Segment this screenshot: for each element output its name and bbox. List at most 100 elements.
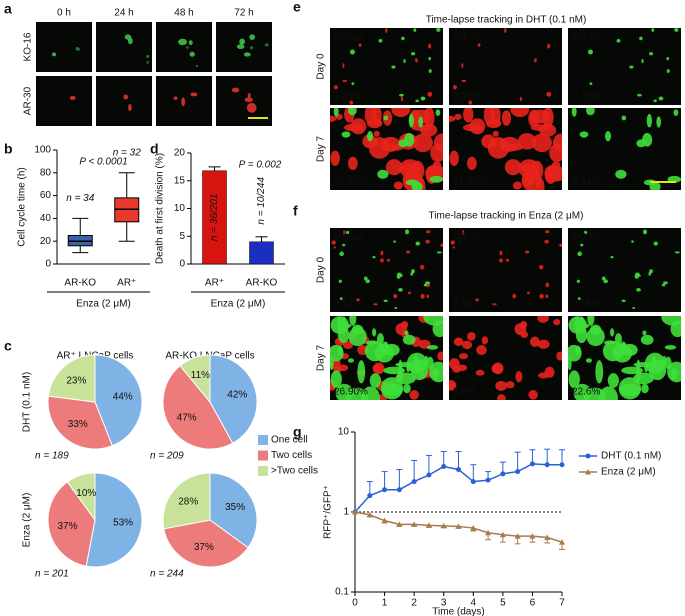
- panel-label: g: [293, 424, 302, 440]
- legend-marker: [585, 469, 591, 475]
- cell: [605, 131, 612, 142]
- micrograph-content: [452, 28, 552, 105]
- y-tick-label: 60: [40, 190, 52, 201]
- percentage-label: 26.90%: [334, 387, 368, 398]
- micrograph-content: [576, 229, 680, 309]
- cell: [437, 351, 443, 361]
- cell: [428, 69, 432, 73]
- cell: [528, 389, 538, 400]
- micrograph-content: [124, 34, 150, 64]
- cell: [415, 58, 418, 63]
- cell: [430, 143, 443, 163]
- cell: [454, 113, 462, 120]
- cell: [461, 340, 473, 350]
- cell: [574, 316, 580, 333]
- cell: [343, 230, 346, 235]
- x-tick-label: 2: [411, 598, 417, 609]
- cell: [640, 334, 654, 345]
- legend-label: Enza (2 μM): [601, 467, 656, 478]
- cell: [642, 229, 648, 235]
- pie-slice: [179, 354, 211, 404]
- marker: [470, 479, 476, 485]
- cell: [351, 82, 355, 86]
- cell: [330, 344, 344, 362]
- cell: [380, 258, 384, 263]
- micrograph-content: [449, 316, 562, 400]
- cell: [413, 133, 433, 153]
- cell: [517, 133, 537, 150]
- row-label: KO-16: [23, 32, 34, 61]
- cell: [128, 103, 132, 112]
- pie-slice: [162, 365, 234, 450]
- cell: [393, 240, 396, 243]
- cell: [545, 294, 549, 299]
- cell: [426, 294, 430, 299]
- cell: [491, 364, 498, 373]
- cell: [342, 63, 345, 69]
- cell: [534, 58, 537, 63]
- cell: [499, 250, 503, 256]
- n-label: n = 36/201: [209, 194, 220, 242]
- cell: [347, 156, 358, 170]
- cell: [568, 370, 580, 389]
- cell: [401, 164, 418, 172]
- cell: [505, 381, 515, 389]
- cell: [610, 255, 614, 259]
- cell: [474, 298, 480, 302]
- cell: [418, 116, 424, 128]
- pie-slice: [47, 395, 113, 450]
- slice-label: 42%: [227, 390, 247, 401]
- cell: [347, 358, 354, 363]
- slice-label: 10%: [76, 488, 96, 499]
- percentage-label: 8.6%: [453, 387, 476, 398]
- x-axis-label: Time (days): [432, 607, 484, 616]
- cell: [331, 240, 336, 245]
- cell: [429, 175, 443, 183]
- pie-slice: [47, 481, 96, 567]
- panel-label: d: [150, 141, 159, 157]
- y-tick-label: 1: [343, 507, 349, 518]
- cell: [402, 334, 416, 345]
- cell: [632, 306, 636, 309]
- cell: [411, 269, 415, 274]
- cell: [522, 176, 532, 187]
- micrograph: [36, 22, 92, 72]
- cell: [436, 28, 441, 32]
- cell: [512, 293, 517, 299]
- n-label: n = 201: [35, 569, 69, 580]
- cell: [501, 110, 512, 126]
- cell: [537, 316, 549, 323]
- panel-label: c: [4, 338, 12, 354]
- cell: [330, 355, 334, 371]
- cell: [546, 91, 552, 97]
- micrograph: [330, 28, 443, 105]
- cell: [383, 115, 389, 121]
- cell: [411, 124, 433, 132]
- cell: [529, 109, 551, 124]
- cell: [189, 51, 195, 57]
- percentage-label: 0.73%: [572, 92, 600, 103]
- cell: [190, 92, 198, 97]
- cell: [181, 97, 186, 107]
- cell: [621, 115, 627, 121]
- cell: [544, 166, 557, 184]
- marker: [529, 461, 535, 467]
- cell: [664, 345, 677, 350]
- marker: [544, 462, 550, 468]
- panel-label: a: [4, 1, 12, 17]
- slice-label: 53%: [113, 517, 133, 528]
- cell: [485, 118, 502, 129]
- legend-swatch: [258, 466, 268, 476]
- marker: [396, 487, 402, 493]
- cell: [505, 258, 510, 262]
- cell: [349, 100, 354, 105]
- cell: [475, 369, 485, 376]
- cell: [185, 46, 189, 49]
- cell: [364, 340, 385, 362]
- cell: [452, 85, 457, 90]
- cell: [530, 124, 552, 132]
- percentage-label: 2.56%: [453, 299, 481, 310]
- cell: [520, 164, 537, 172]
- cell: [380, 377, 404, 400]
- cell: [363, 276, 368, 281]
